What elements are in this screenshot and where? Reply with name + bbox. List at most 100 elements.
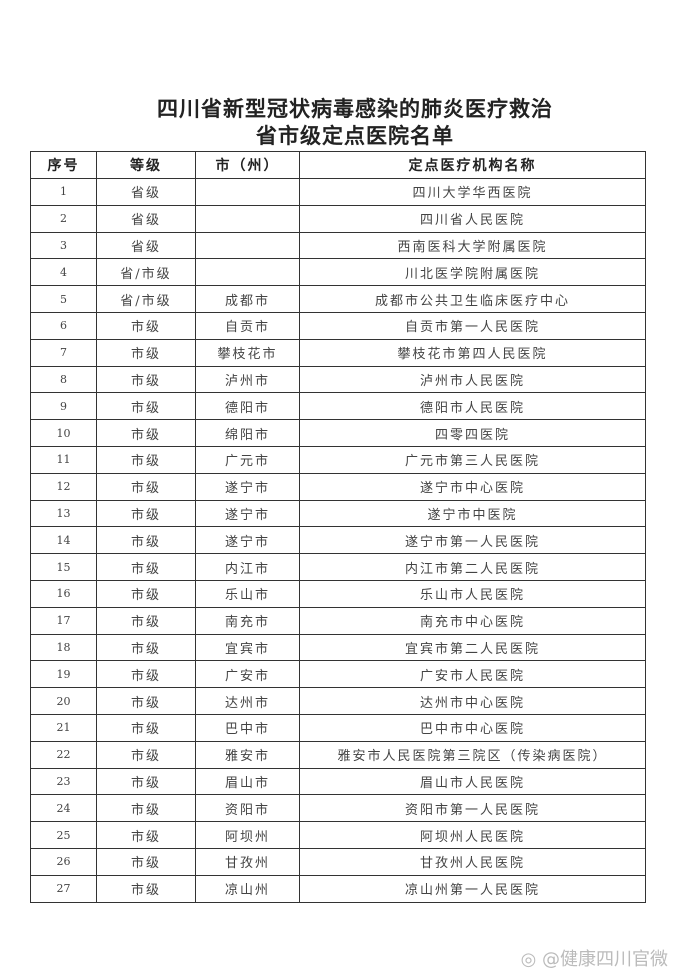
cell-level: 市级 [96,660,196,689]
cell-hospital: 德阳市人民医院 [299,392,646,421]
cell-index: 18 [30,633,97,662]
cell-city: 雅安市 [195,740,300,769]
cell-city: 绵阳市 [195,419,300,447]
table-row: 13 市级 遂宁市 遂宁市中医院 [30,499,646,528]
cell-level: 省/市级 [96,258,196,287]
cell-hospital: 巴中市中心医院 [299,713,646,742]
cell-city: 资阳市 [195,794,300,823]
cell-index: 27 [30,874,97,903]
cell-hospital: 甘孜州人民医院 [299,847,646,876]
cell-hospital: 资阳市第一人民医院 [299,794,646,823]
cell-index: 5 [30,285,97,313]
cell-index: 12 [30,472,97,501]
table-row: 11 市级 广元市 广元市第三人民医院 [30,445,646,474]
watermark-text: @健康四川官微 [542,949,668,970]
table-header: 序号 等级 市（州） 定点医疗机构名称 [30,151,646,179]
table-row: 20 市级 达州市 达州市中心医院 [30,687,646,715]
cell-city: 乐山市 [195,579,300,608]
cell-level: 市级 [96,365,196,394]
cell-level: 市级 [96,633,196,662]
cell-hospital: 南充市中心医院 [299,606,646,635]
table-row: 19 市级 广安市 广安市人民医院 [30,660,646,689]
cell-index: 21 [30,713,97,742]
weibo-icon: ◎ [520,949,542,970]
cell-index: 7 [30,338,97,367]
cell-level: 市级 [96,687,196,715]
cell-hospital: 广元市第三人民医院 [299,445,646,474]
cell-level: 市级 [96,472,196,501]
cell-hospital: 内江市第二人民医院 [299,553,646,581]
cell-level: 省级 [96,204,196,233]
header-city: 市（州） [195,151,300,179]
cell-index: 19 [30,660,97,689]
cell-index: 8 [30,365,97,394]
cell-index: 3 [30,231,97,260]
cell-hospital: 达州市中心医院 [299,687,646,715]
cell-city: 成都市 [195,285,300,313]
cell-index: 13 [30,499,97,528]
cell-level: 市级 [96,338,196,367]
cell-city: 宜宾市 [195,633,300,662]
cell-hospital: 宜宾市第二人民医院 [299,633,646,662]
cell-hospital: 成都市公共卫生临床医疗中心 [299,285,646,313]
cell-hospital: 四川大学华西医院 [299,178,646,206]
document-title-line1: 四川省新型冠状病毒感染的肺炎医疗救治 [157,96,553,121]
cell-city: 泸州市 [195,365,300,394]
table-row: 26 市级 甘孜州 甘孜州人民医院 [30,847,646,876]
cell-hospital: 遂宁市第一人民医院 [299,526,646,555]
header-index: 序号 [30,151,97,179]
hospital-table: 序号 等级 市（州） 定点医疗机构名称 1 省级 四川大学华西医院 2 省级 四川省人民医… [30,151,646,903]
cell-hospital: 攀枝花市第四人民医院 [299,338,646,367]
cell-level: 市级 [96,526,196,555]
cell-city: 广元市 [195,445,300,474]
cell-city [195,258,300,287]
cell-index: 14 [30,526,97,555]
table-row: 3 省级 西南医科大学附属医院 [30,231,646,260]
cell-hospital: 雅安市人民医院第三院区（传染病医院） [299,740,646,769]
cell-level: 市级 [96,606,196,635]
cell-index: 16 [30,579,97,608]
cell-level: 市级 [96,821,196,849]
document-title-line2: 省市级定点医院名单 [256,123,454,148]
table-row: 7 市级 攀枝花市 攀枝花市第四人民医院 [30,338,646,367]
cell-level: 市级 [96,499,196,528]
cell-index: 6 [30,311,97,340]
cell-hospital: 眉山市人民医院 [299,767,646,796]
cell-city: 遂宁市 [195,499,300,528]
cell-level: 市级 [96,740,196,769]
cell-city: 自贡市 [195,311,300,340]
cell-index: 24 [30,794,97,823]
cell-city: 攀枝花市 [195,338,300,367]
table-row: 8 市级 泸州市 泸州市人民医院 [30,365,646,394]
cell-city: 达州市 [195,687,300,715]
cell-index: 4 [30,258,97,287]
table-row: 27 市级 凉山州 凉山州第一人民医院 [30,874,646,903]
cell-level: 市级 [96,419,196,447]
cell-level: 市级 [96,767,196,796]
cell-hospital: 自贡市第一人民医院 [299,311,646,340]
table-row: 17 市级 南充市 南充市中心医院 [30,606,646,635]
table-row: 14 市级 遂宁市 遂宁市第一人民医院 [30,526,646,555]
cell-city: 遂宁市 [195,526,300,555]
table-row: 23 市级 眉山市 眉山市人民医院 [30,767,646,796]
cell-level: 市级 [96,713,196,742]
cell-hospital: 四川省人民医院 [299,204,646,233]
cell-hospital: 西南医科大学附属医院 [299,231,646,260]
cell-city: 内江市 [195,553,300,581]
cell-index: 25 [30,821,97,849]
cell-city: 广安市 [195,660,300,689]
table-row: 16 市级 乐山市 乐山市人民医院 [30,579,646,608]
cell-city [195,204,300,233]
table-row: 9 市级 德阳市 德阳市人民医院 [30,392,646,421]
cell-hospital: 阿坝州人民医院 [299,821,646,849]
cell-hospital: 乐山市人民医院 [299,579,646,608]
watermark: ◎ @健康四川官微 [521,945,668,971]
table-row: 2 省级 四川省人民医院 [30,204,646,233]
cell-index: 2 [30,204,97,233]
cell-level: 市级 [96,553,196,581]
cell-level: 市级 [96,847,196,876]
cell-city: 南充市 [195,606,300,635]
cell-level: 市级 [96,392,196,421]
table-row: 22 市级 雅安市 雅安市人民医院第三院区（传染病医院） [30,740,646,769]
cell-index: 15 [30,553,97,581]
